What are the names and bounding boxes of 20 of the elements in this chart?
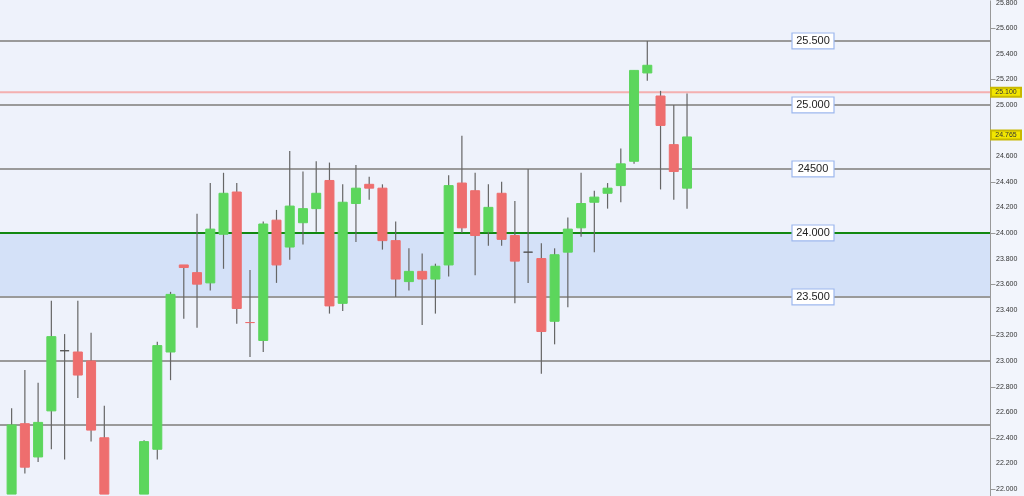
candlestick bbox=[192, 213, 203, 329]
candlestick bbox=[311, 160, 322, 233]
ref-line-label: 25.000 bbox=[796, 97, 830, 110]
ref-line-label: 25.500 bbox=[796, 33, 830, 46]
candlestick bbox=[562, 217, 573, 308]
candlestick bbox=[602, 182, 613, 210]
candlestick bbox=[350, 164, 361, 243]
candlestick bbox=[403, 247, 414, 292]
candlestick bbox=[364, 176, 375, 201]
candlestick bbox=[430, 263, 441, 315]
candlestick bbox=[417, 252, 428, 326]
candlestick bbox=[615, 147, 626, 203]
ref-line-label: 24500 bbox=[797, 161, 829, 174]
ref-line-label: 24.000 bbox=[796, 225, 830, 238]
ref-line-label: 23.500 bbox=[796, 289, 830, 302]
candlestick bbox=[178, 264, 189, 320]
candlestick bbox=[297, 170, 308, 246]
candlestick bbox=[642, 40, 653, 82]
candlestick bbox=[72, 300, 83, 399]
candlestick bbox=[589, 190, 600, 253]
